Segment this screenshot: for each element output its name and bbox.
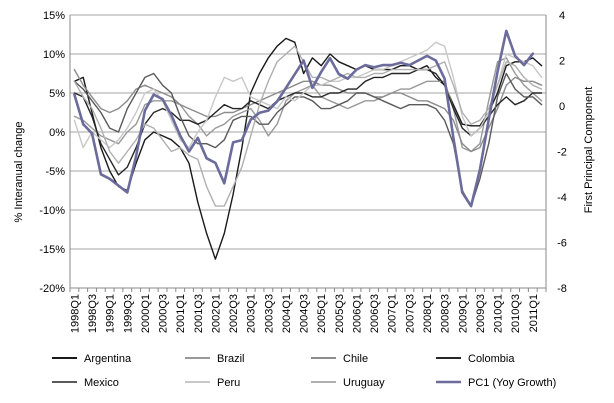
- series-lines: [73, 29, 543, 260]
- y-right-tick-label: -2: [557, 147, 567, 159]
- x-tick-label: 2004Q3: [299, 294, 311, 333]
- axes: [69, 15, 547, 289]
- x-tick-label: 2000Q3: [158, 294, 170, 333]
- y-left-tick-label: -5%: [45, 166, 65, 178]
- x-tick-label: 2005Q1: [316, 294, 328, 333]
- y-left-tick-label: -10%: [39, 205, 65, 217]
- legend-label: Brazil: [217, 353, 245, 365]
- y-axis-left-ticks: 15% 10% 5% 0% -5% -10% -15% -20%: [39, 10, 65, 295]
- series-line-argentina: [73, 37, 543, 260]
- x-tick-label: 1999Q3: [122, 294, 134, 333]
- series-line-brazil: [73, 57, 543, 153]
- y-left-tick-label: 15%: [43, 10, 65, 22]
- x-tick-label: 2008Q3: [440, 294, 452, 333]
- x-tick-label: 2006Q1: [351, 294, 363, 333]
- x-tick-label: 2003Q3: [263, 294, 275, 333]
- x-tick-label: 2008Q1: [422, 294, 434, 333]
- series-line-pc1-yoy-growth: [73, 29, 535, 208]
- legend-label: Argentina: [84, 353, 132, 365]
- x-tick-label: 2001Q3: [193, 294, 205, 333]
- x-tick-label: 1999Q1: [105, 294, 117, 333]
- x-tick-label: 2002Q1: [210, 294, 222, 333]
- y-left-tick-label: 10%: [43, 49, 65, 61]
- x-tick-label: 2006Q3: [369, 294, 381, 333]
- y-left-tick-label: -15%: [39, 244, 65, 256]
- y-left-tick-label: 5%: [49, 88, 65, 100]
- legend-label: Uruguay: [343, 377, 385, 389]
- series-line-chile: [73, 68, 543, 153]
- legend-label: Chile: [343, 353, 368, 365]
- series-line-peru: [73, 41, 543, 149]
- x-tick-label: 2003Q1: [246, 294, 258, 333]
- x-tick-label: 1998Q1: [69, 294, 81, 333]
- y-right-tick-label: -8: [557, 283, 567, 295]
- x-tick-label: 2009Q3: [475, 294, 487, 333]
- y-right-tick-label: 0: [559, 101, 565, 113]
- legend: Argentina Brazil Chile Colombia Mexico Peru Ur…: [52, 353, 556, 389]
- x-tick-label: 2010Q1: [493, 294, 505, 333]
- y-right-tick-label: -6: [557, 238, 567, 250]
- x-tick-label: 2011Q1: [528, 294, 540, 332]
- y-right-tick-label: 2: [559, 56, 565, 68]
- x-tick-label: 2007Q1: [387, 294, 399, 333]
- legend-label: Mexico: [84, 377, 119, 389]
- x-tick-label: 1998Q3: [87, 294, 99, 333]
- y-right-tick-label: 4: [559, 10, 565, 22]
- x-tick-label: 2004Q1: [281, 294, 293, 333]
- x-tick-label: 2007Q3: [404, 294, 416, 333]
- y-axis-left-title: % Interanual change: [13, 122, 25, 223]
- legend-label: Peru: [217, 377, 240, 389]
- y-axis-right-title: First Principal Component: [583, 87, 595, 214]
- x-axis-ticks: 1998Q1 1998Q3 1999Q1 1999Q3 2000Q1 2000Q3 2001…: [69, 288, 547, 333]
- x-tick-label: 2005Q3: [334, 294, 346, 333]
- x-tick-label: 2002Q3: [228, 294, 240, 333]
- series-line-colombia: [73, 68, 543, 176]
- x-tick-label: 2000Q1: [140, 294, 152, 333]
- y-left-tick-label: -20%: [39, 283, 65, 295]
- gridlines: [70, 14, 546, 289]
- x-tick-label: 2010Q3: [510, 294, 522, 333]
- legend-label: PC1 (Yoy Growth): [468, 377, 556, 389]
- y-axis-right-ticks: 4 2 0 -2 -4 -6 -8: [557, 10, 567, 295]
- x-tick-label: 2009Q1: [457, 294, 469, 333]
- series-line-uruguay: [73, 45, 543, 207]
- y-right-tick-label: -4: [557, 192, 567, 204]
- legend-label: Colombia: [468, 353, 515, 365]
- x-tick-label: 2001Q1: [175, 294, 187, 333]
- y-left-tick-label: 0%: [49, 127, 65, 139]
